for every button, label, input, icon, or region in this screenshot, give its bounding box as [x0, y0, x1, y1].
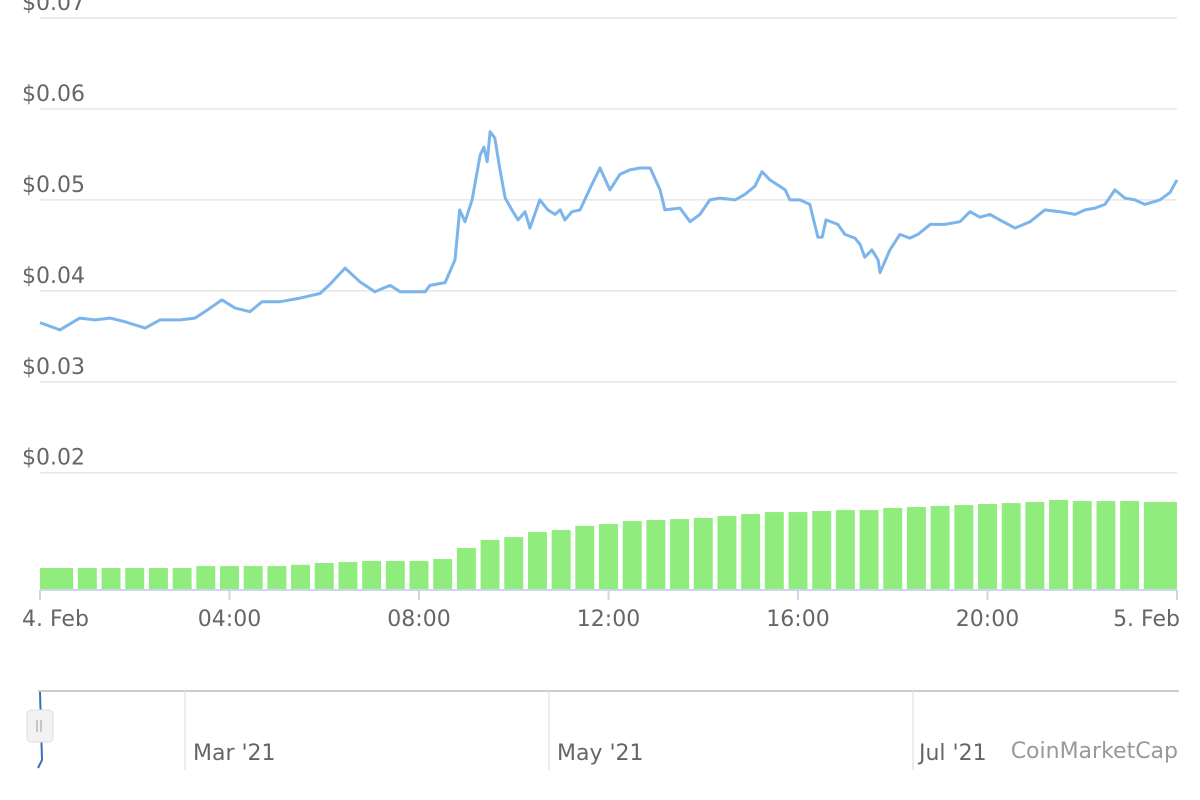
volume-bar [788, 512, 808, 590]
x-tick-label: 5. Feb [1113, 607, 1180, 632]
volume-bar [1120, 501, 1140, 590]
credit[interactable]: CoinMarketCap [1011, 739, 1178, 764]
volume-bar [196, 566, 216, 590]
volume-bar [1025, 501, 1045, 590]
navigator [38, 690, 1179, 770]
volume-bar [480, 539, 500, 590]
x-tick-label: 12:00 [577, 607, 640, 632]
x-tick-label: 04:00 [198, 607, 261, 632]
volume-bar [930, 505, 950, 590]
volume-bar [267, 566, 287, 590]
x-tick-label: 20:00 [956, 607, 1019, 632]
y-tick-label: $0.02 [22, 446, 85, 471]
volume-bar [409, 561, 429, 590]
x-tick-label: 16:00 [766, 607, 829, 632]
volume-bar [456, 548, 476, 590]
volume-bar [504, 537, 524, 590]
volume-bar [883, 507, 903, 590]
volume-bar [906, 507, 926, 590]
volume-bar [527, 532, 547, 590]
price-line [39, 130, 1179, 332]
volume-bar [77, 568, 97, 590]
volume-bar [243, 566, 263, 590]
volume-bar [859, 510, 879, 590]
volume-bar [148, 568, 168, 590]
volume-bar [172, 568, 192, 590]
volume-bar [717, 516, 737, 590]
volume-bar [101, 568, 121, 590]
navigator-handle[interactable] [26, 709, 54, 743]
volume-bar [1096, 501, 1116, 590]
volume-bar [670, 519, 690, 590]
volume-bar [1072, 501, 1092, 590]
volume-bar [385, 561, 405, 590]
y-tick-label: $0.06 [22, 82, 85, 107]
volume-bar [1049, 500, 1069, 590]
volume-bar [338, 562, 358, 590]
navigator-label: Mar '21 [193, 741, 276, 766]
x-tick-label: 08:00 [387, 607, 450, 632]
volume-bar [291, 564, 311, 590]
volume-bar [764, 512, 784, 590]
volume-bar [954, 505, 974, 590]
x-tick-label: 4. Feb [22, 607, 89, 632]
volume-bar [622, 521, 642, 590]
volume-bar [835, 510, 855, 590]
volume-bar [433, 559, 453, 590]
volume-bar [362, 561, 382, 590]
volume-bar [551, 530, 571, 590]
volume-bar [220, 566, 239, 590]
y-tick-label: $0.07 [22, 0, 85, 16]
volume-bar [575, 525, 595, 590]
navigator-label: May '21 [557, 741, 644, 766]
y-tick-label: $0.05 [22, 173, 85, 198]
volume-bar [125, 568, 145, 590]
navigator-label: Jul '21 [917, 741, 987, 766]
volume-bar [1158, 501, 1177, 590]
volume-bar [314, 563, 334, 590]
volume-bar [54, 568, 74, 590]
volume-bar [741, 514, 761, 590]
volume-bar [646, 519, 666, 590]
volume-bar [693, 518, 713, 590]
volume-bar [599, 523, 618, 590]
volume-bar [812, 510, 832, 590]
volume-bar [1001, 503, 1021, 590]
volume-bar [978, 503, 997, 590]
y-tick-label: $0.03 [22, 355, 85, 380]
y-tick-label: $0.04 [22, 264, 85, 289]
